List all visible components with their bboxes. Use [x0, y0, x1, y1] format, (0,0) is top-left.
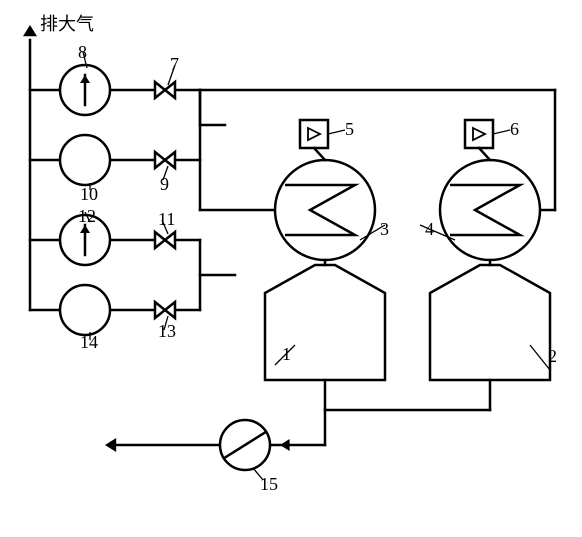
label-2: 2 — [548, 346, 557, 366]
label-8: 8 — [78, 42, 87, 62]
label-3: 3 — [380, 219, 389, 239]
label-15: 15 — [260, 474, 278, 494]
label-4: 4 — [425, 219, 434, 239]
label-14: 14 — [80, 332, 98, 352]
label-12: 12 — [78, 206, 96, 226]
process-diagram: 排大气123456789101112131415 — [0, 0, 582, 537]
label-6: 6 — [510, 119, 519, 139]
label-11: 11 — [158, 209, 175, 229]
label-7: 7 — [170, 54, 179, 74]
label-5: 5 — [345, 119, 354, 139]
label-10: 10 — [80, 184, 98, 204]
label-9: 9 — [160, 174, 169, 194]
exhaust-label: 排大气 — [40, 14, 94, 34]
label-13: 13 — [158, 321, 176, 341]
label-1: 1 — [282, 344, 291, 364]
